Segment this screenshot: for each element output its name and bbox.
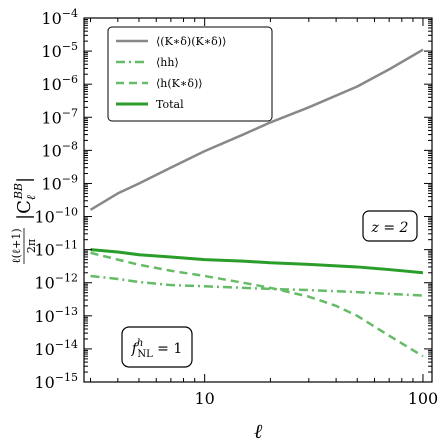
y-tick-label: 10−6 bbox=[41, 73, 78, 94]
legend-label-2: ⟨hh⟩ bbox=[156, 56, 179, 69]
legend-box bbox=[107, 26, 273, 122]
legend-label-1: ⟨(K∗δ)(K∗δ)⟩ bbox=[156, 35, 226, 48]
redshift-box bbox=[362, 210, 418, 242]
y-tick-label: 10−13 bbox=[34, 305, 78, 326]
y-tick-label: 10−9 bbox=[41, 172, 78, 193]
y-tick-label: 10−5 bbox=[41, 40, 78, 61]
y-tick-label: 10−4 bbox=[41, 7, 78, 28]
y-tick-label: 10−12 bbox=[34, 272, 78, 293]
series-layer bbox=[89, 48, 424, 358]
series-line-4 bbox=[90, 248, 424, 275]
fnl-label: fh NL = 1 bbox=[131, 338, 183, 360]
y-axis-title-main: |CℓBB| bbox=[12, 177, 38, 220]
fnl-box bbox=[121, 326, 193, 368]
x-tick-label: 100 bbox=[408, 389, 439, 408]
redshift-label: z = 2 bbox=[371, 220, 409, 236]
legend: ⟨(K∗δ)(K∗δ)⟩ ⟨hh⟩ ⟨h(K∗δ)⟩ Total bbox=[107, 26, 273, 122]
series-line-1 bbox=[89, 48, 424, 211]
x-axis-title: ℓ bbox=[254, 419, 263, 443]
y-tick-label: 10−14 bbox=[34, 338, 78, 359]
y-tick-label: 10−11 bbox=[34, 239, 78, 260]
y-tick-label: 10−7 bbox=[41, 106, 78, 127]
y-axis-title-fraction: ℓ(ℓ+1) 2π bbox=[10, 228, 38, 264]
legend-label-4: Total bbox=[156, 98, 184, 111]
series-line-2 bbox=[90, 274, 424, 297]
y-axis-title-denominator: 2π bbox=[25, 239, 38, 253]
y-axis-title-numerator: ℓ(ℓ+1) bbox=[10, 228, 23, 263]
y-tick-label: 10−10 bbox=[34, 206, 78, 227]
legend-label-3: ⟨h(K∗δ)⟩ bbox=[156, 77, 203, 90]
annotation-layer: z = 2 fh NL = 1 bbox=[121, 210, 418, 368]
axis-layer: 10 100 10−4 10−5 10−6 10−7 10−8 10−9 10−10 10−11 1… bbox=[10, 7, 438, 443]
y-tick-label: 10−15 bbox=[34, 371, 78, 392]
x-tick-label: 10 bbox=[194, 389, 214, 408]
y-tick-label: 10−8 bbox=[41, 139, 78, 160]
plot-frame bbox=[83, 17, 433, 383]
series-line-3 bbox=[90, 251, 424, 358]
